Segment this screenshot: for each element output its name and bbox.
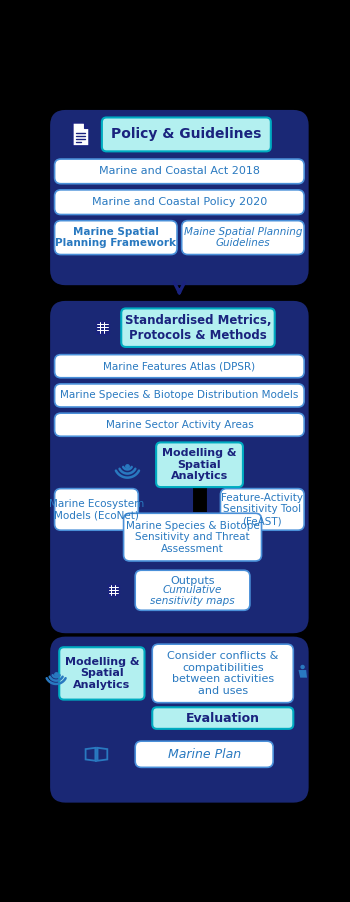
FancyBboxPatch shape bbox=[108, 584, 119, 596]
Text: Marine and Coastal Act 2018: Marine and Coastal Act 2018 bbox=[99, 166, 260, 177]
FancyBboxPatch shape bbox=[112, 594, 115, 595]
Text: Marine Species & Biotope Distribution Models: Marine Species & Biotope Distribution Mo… bbox=[60, 391, 299, 400]
FancyBboxPatch shape bbox=[101, 331, 104, 334]
FancyBboxPatch shape bbox=[116, 591, 119, 593]
FancyBboxPatch shape bbox=[55, 189, 304, 215]
Text: Outputs: Outputs bbox=[170, 576, 215, 586]
FancyBboxPatch shape bbox=[55, 384, 304, 407]
Text: Marine Species & Biotope
Sensitivity and Threat
Assessment: Marine Species & Biotope Sensitivity and… bbox=[126, 520, 259, 554]
Text: Marine Ecosystem
Models (EcoNet): Marine Ecosystem Models (EcoNet) bbox=[49, 499, 144, 520]
FancyBboxPatch shape bbox=[97, 325, 100, 327]
FancyBboxPatch shape bbox=[108, 588, 111, 590]
FancyBboxPatch shape bbox=[51, 638, 307, 801]
FancyBboxPatch shape bbox=[152, 644, 293, 703]
FancyBboxPatch shape bbox=[152, 707, 293, 729]
Polygon shape bbox=[299, 670, 307, 677]
FancyBboxPatch shape bbox=[108, 594, 111, 595]
Text: Marine Features Atlas (DPSR): Marine Features Atlas (DPSR) bbox=[103, 361, 256, 372]
FancyBboxPatch shape bbox=[105, 328, 108, 330]
FancyBboxPatch shape bbox=[97, 322, 100, 324]
FancyBboxPatch shape bbox=[108, 584, 111, 587]
FancyBboxPatch shape bbox=[101, 322, 104, 324]
FancyBboxPatch shape bbox=[121, 308, 275, 347]
FancyBboxPatch shape bbox=[112, 588, 115, 590]
Text: Marine Sector Activity Areas: Marine Sector Activity Areas bbox=[105, 419, 253, 429]
FancyBboxPatch shape bbox=[55, 489, 138, 530]
Text: Evaluation: Evaluation bbox=[186, 712, 260, 724]
Circle shape bbox=[300, 665, 305, 669]
FancyBboxPatch shape bbox=[51, 111, 307, 284]
FancyBboxPatch shape bbox=[116, 588, 119, 590]
Text: Marine Spatial
Planning Framework: Marine Spatial Planning Framework bbox=[55, 226, 176, 248]
FancyBboxPatch shape bbox=[101, 325, 104, 327]
FancyBboxPatch shape bbox=[112, 584, 115, 587]
Polygon shape bbox=[84, 123, 89, 128]
Text: Modelling &
Spatial
Analytics: Modelling & Spatial Analytics bbox=[65, 657, 139, 690]
FancyBboxPatch shape bbox=[135, 570, 250, 611]
FancyBboxPatch shape bbox=[51, 302, 307, 631]
FancyBboxPatch shape bbox=[105, 322, 108, 324]
Text: Marine and Coastal Policy 2020: Marine and Coastal Policy 2020 bbox=[92, 198, 267, 207]
Polygon shape bbox=[73, 123, 89, 146]
FancyBboxPatch shape bbox=[105, 325, 108, 327]
FancyBboxPatch shape bbox=[59, 648, 145, 700]
FancyBboxPatch shape bbox=[55, 159, 304, 184]
Text: Marine Plan: Marine Plan bbox=[168, 748, 241, 760]
FancyBboxPatch shape bbox=[116, 584, 119, 587]
Text: Maine Spatial Planning
Guidelines: Maine Spatial Planning Guidelines bbox=[184, 226, 302, 248]
FancyBboxPatch shape bbox=[55, 354, 304, 378]
Text: Consider conflicts &
compatibilities
between activities
and uses: Consider conflicts & compatibilities bet… bbox=[167, 651, 279, 695]
FancyBboxPatch shape bbox=[156, 442, 243, 487]
FancyBboxPatch shape bbox=[97, 328, 100, 330]
FancyBboxPatch shape bbox=[220, 489, 304, 530]
FancyBboxPatch shape bbox=[102, 117, 271, 152]
FancyBboxPatch shape bbox=[112, 591, 115, 593]
FancyBboxPatch shape bbox=[55, 221, 177, 254]
FancyBboxPatch shape bbox=[116, 594, 119, 595]
Text: Cumulative
sensitivity maps: Cumulative sensitivity maps bbox=[150, 584, 235, 606]
FancyBboxPatch shape bbox=[97, 331, 100, 334]
Text: Modelling &
Spatial
Analytics: Modelling & Spatial Analytics bbox=[162, 448, 237, 482]
FancyBboxPatch shape bbox=[135, 741, 273, 768]
FancyBboxPatch shape bbox=[182, 221, 304, 254]
FancyBboxPatch shape bbox=[55, 413, 304, 437]
Text: Feature-Activity
Sensitivity Tool
(FeAST): Feature-Activity Sensitivity Tool (FeAST… bbox=[221, 492, 303, 526]
Text: Standardised Metrics,
Protocols & Methods: Standardised Metrics, Protocols & Method… bbox=[125, 314, 271, 342]
FancyBboxPatch shape bbox=[124, 513, 261, 561]
Text: Policy & Guidelines: Policy & Guidelines bbox=[111, 127, 261, 142]
FancyBboxPatch shape bbox=[96, 321, 109, 334]
FancyBboxPatch shape bbox=[105, 331, 108, 334]
FancyBboxPatch shape bbox=[101, 328, 104, 330]
FancyBboxPatch shape bbox=[108, 591, 111, 593]
